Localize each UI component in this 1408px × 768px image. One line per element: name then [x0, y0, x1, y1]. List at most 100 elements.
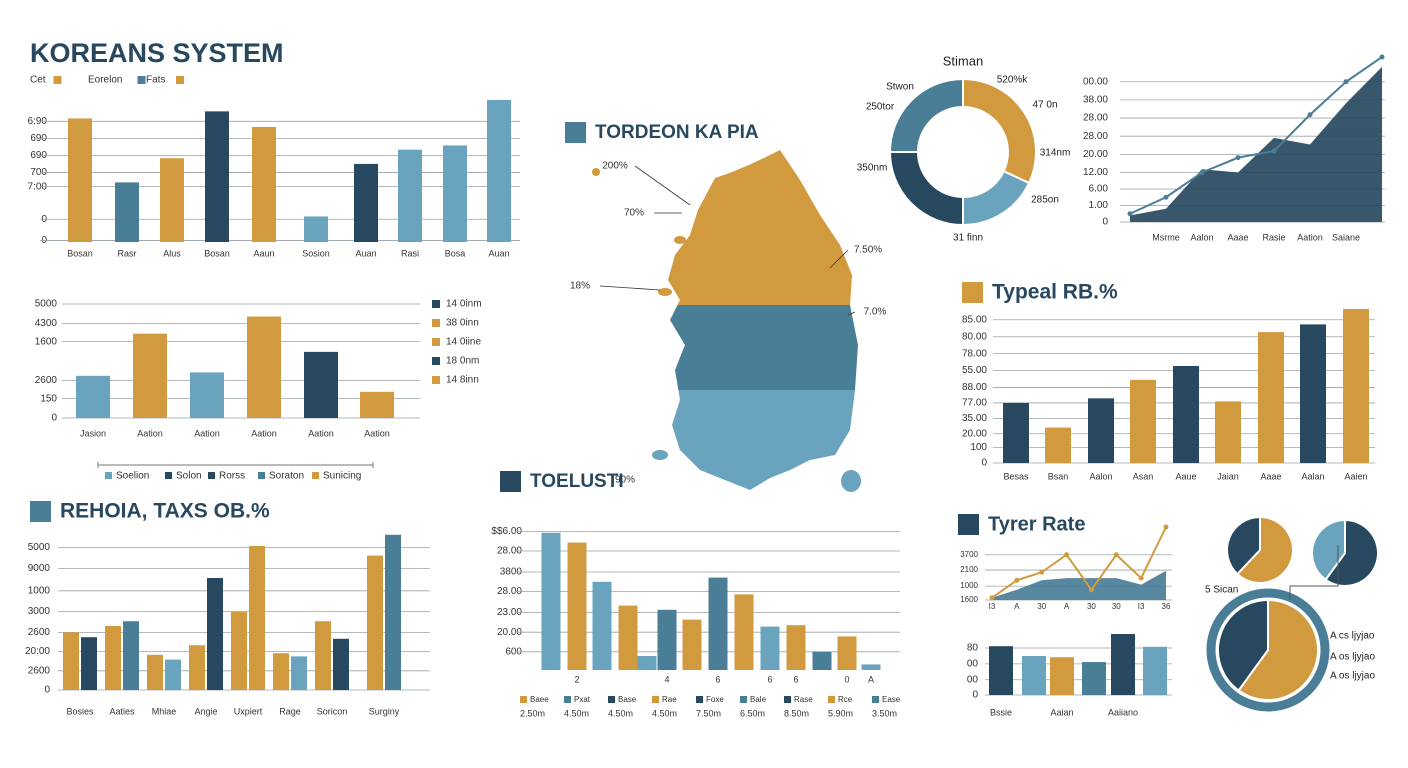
y-tick-label: 600 — [505, 646, 522, 657]
area — [992, 570, 1166, 600]
x-tick-label: Rasr — [117, 248, 136, 258]
annotation: 314nm — [1040, 148, 1071, 159]
legend-label: Base — [618, 695, 637, 704]
x-tick-label: 36 — [1162, 602, 1171, 611]
y-tick-label: 0 — [972, 690, 978, 701]
map-decoration — [97, 462, 374, 468]
legend-swatch — [258, 472, 265, 479]
leader — [829, 249, 849, 269]
y-tick-label: 28.00 — [497, 586, 522, 597]
point — [1163, 194, 1169, 200]
chart-title: KOREANS SYSTEM — [30, 38, 284, 68]
x-tick-label: Uxpiert — [234, 706, 263, 716]
x-tick-label: Alus — [163, 248, 181, 258]
area — [1130, 66, 1382, 223]
bar — [989, 646, 1013, 695]
point — [1064, 552, 1070, 558]
map-region — [652, 390, 858, 490]
bar — [76, 375, 110, 418]
legend-swatch — [828, 696, 835, 703]
slice — [1226, 515, 1261, 576]
bar — [657, 609, 677, 670]
bar — [249, 546, 265, 690]
y-tick-label: 00 — [967, 659, 979, 670]
y-tick-label: 100 — [970, 442, 987, 453]
annotation: 520%k — [997, 75, 1029, 86]
x-tick-label: Aation — [308, 428, 334, 438]
y-tick-label: 1000 — [960, 581, 978, 590]
x-tick-label: Aaiiano — [1108, 707, 1138, 717]
legend-label: Soelion — [116, 471, 149, 482]
annotation: 5 Sican — [1205, 585, 1238, 596]
bar — [68, 118, 92, 242]
bar — [360, 391, 394, 418]
x-tick-label: 6 — [715, 674, 720, 684]
legend-swatch — [137, 76, 146, 84]
x-tick-label: Mhiae — [152, 706, 177, 716]
legend-swatch — [872, 696, 879, 703]
y-tick-label: 4300 — [35, 318, 58, 329]
legend-swatch — [608, 696, 615, 703]
y-tick-label: 6.00 — [1089, 184, 1109, 195]
y-tick-label: 12.00 — [1083, 167, 1108, 178]
x-tick-label: Surginy — [369, 706, 400, 716]
legend-sub: 4.50m — [608, 708, 633, 718]
chart-title: Typeal RB.% — [992, 281, 1118, 304]
legend-swatch — [53, 76, 62, 84]
line — [1129, 56, 1383, 215]
legend-label: 14 0iine — [446, 337, 481, 348]
bar — [291, 656, 307, 690]
legend-swatch — [312, 472, 319, 479]
annotation: 350nm — [857, 163, 888, 174]
bar — [231, 611, 247, 690]
x-tick-label: Bosies — [66, 706, 94, 716]
y-tick-label: 78.00 — [962, 348, 987, 359]
y-tick-label: 00.00 — [1083, 76, 1108, 87]
y-tick-label: 9000 — [28, 563, 51, 574]
y-tick-label: 80.00 — [962, 331, 987, 342]
bar — [273, 653, 289, 690]
x-tick-label: A — [1014, 602, 1020, 611]
bar — [367, 555, 383, 690]
bar — [487, 100, 511, 242]
x-tick-label: Aaue — [1175, 471, 1196, 481]
legend-label: 18 0nm — [446, 356, 479, 367]
map-region — [652, 305, 858, 390]
legend-label: Ease — [882, 695, 901, 704]
bar — [1258, 332, 1284, 463]
bar — [1003, 402, 1029, 463]
x-tick-label: Aation — [194, 428, 220, 438]
x-tick-label: Msrme — [1152, 232, 1180, 242]
map-island — [841, 470, 861, 492]
title-badge — [565, 122, 586, 143]
bar — [541, 532, 561, 670]
y-tick-label: 80 — [967, 643, 979, 654]
legend-label: Foxe — [706, 695, 724, 704]
legend-sub: 2.50m — [520, 708, 545, 718]
legend-swatch — [432, 300, 440, 308]
y-tick-label: 35.00 — [962, 413, 987, 424]
slice — [1324, 518, 1379, 587]
y-tick-label: 690 — [30, 133, 47, 144]
chart-title: Tyrer Rate — [988, 513, 1085, 535]
y-tick-label: 1600 — [35, 336, 58, 347]
annotation: 90% — [615, 475, 635, 486]
annotation: 31 finn — [953, 233, 983, 244]
x-tick-label: Soricon — [317, 706, 348, 716]
y-tick-label: 28.00 — [1083, 131, 1108, 142]
bar — [1300, 324, 1326, 463]
x-tick-label: Aaian — [1050, 707, 1073, 717]
x-tick-label: 30 — [1112, 602, 1121, 611]
title-badge — [962, 282, 983, 303]
x-tick-label: Angie — [194, 706, 217, 716]
point — [1235, 155, 1241, 161]
bar — [147, 654, 163, 690]
x-tick-label: Bosan — [67, 248, 93, 258]
x-tick-label: 30 — [1087, 602, 1096, 611]
bar — [189, 645, 205, 690]
y-tick-label: 6:90 — [28, 116, 48, 127]
line — [991, 526, 1167, 599]
title-badge — [30, 501, 51, 522]
legend-label: 14 8inn — [446, 375, 479, 386]
title-badge — [958, 514, 979, 535]
